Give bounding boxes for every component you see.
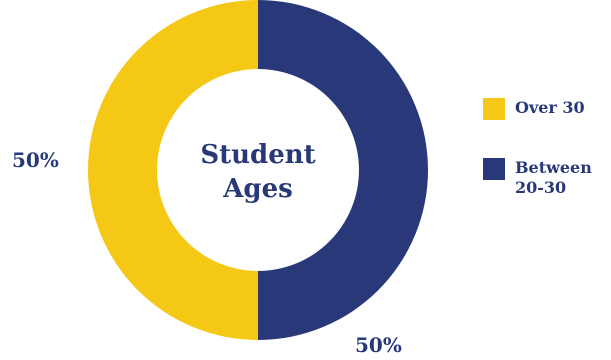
- slice-label-between-20-30: 50%: [355, 333, 402, 357]
- legend-label-over-30: Over 30: [515, 98, 585, 117]
- slice-label-over-30: 50%: [12, 148, 59, 172]
- legend-swatch-over-30: [483, 98, 505, 120]
- slice-between-20-30: [258, 0, 428, 340]
- legend-label-between-20-30: Between 20-30: [515, 158, 592, 197]
- legend-swatch-between-20-30: [483, 158, 505, 180]
- slice-over-30: [88, 0, 258, 340]
- chart-title: Student Ages: [200, 140, 316, 204]
